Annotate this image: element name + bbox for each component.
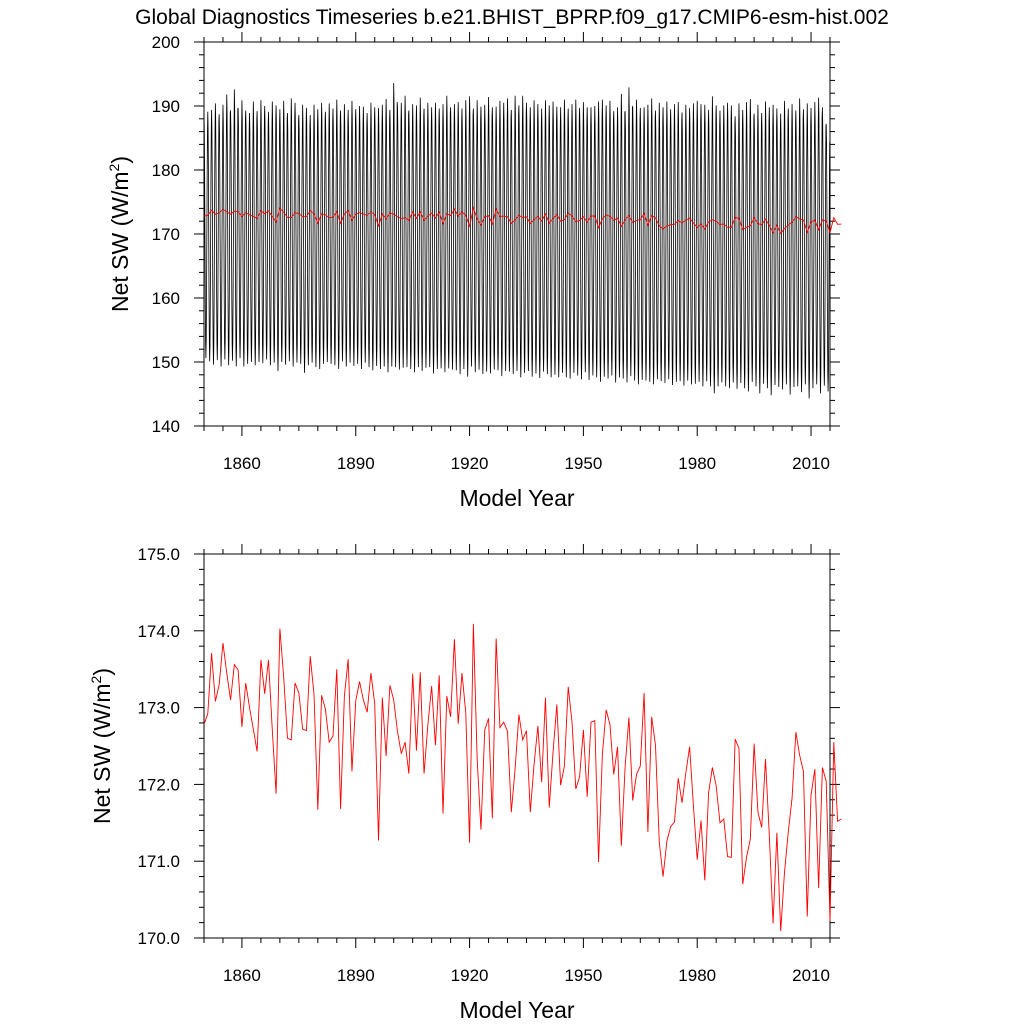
y-axis-label: Net SW (W/m2)	[88, 668, 115, 824]
chart-panel-1: 1860 1890 1920 1950 1980 2010 140 150 160 170 180 1…	[106, 32, 842, 511]
figure-title: Global Diagnostics Timeseries b.e21.BHIS…	[135, 6, 889, 29]
y-tick-label: 150	[152, 353, 180, 372]
x-tick-label: 1950	[564, 966, 602, 985]
y-axis-label-text: Net SW (W/m	[107, 171, 133, 312]
x-tick-label: 1890	[337, 454, 375, 473]
series-annual-overlay-line	[203, 206, 842, 235]
y-tick-label: 160	[152, 289, 180, 308]
chart-panel-2: 1860 1890 1920 1950 1980 2010 170.0 171.0 172.0 1…	[88, 544, 842, 1023]
x-tick-label: 2010	[792, 454, 830, 473]
y-tick-label: 190	[152, 97, 180, 116]
y-axis-label-text: Net SW (W/m	[89, 683, 115, 824]
x-tick-label: 1980	[678, 454, 716, 473]
y-axis-label-close: )	[107, 156, 133, 164]
plot-frame	[203, 553, 831, 939]
y-tick-label: 180	[152, 161, 180, 180]
y-tick-label: 175.0	[137, 545, 180, 564]
y-axis-label: Net SW (W/m2)	[106, 156, 133, 312]
y-tick-label: 172.0	[137, 775, 180, 794]
y-tick-label: 170.0	[137, 929, 180, 948]
x-axis-label: Model Year	[459, 485, 574, 511]
series-monthly-line	[203, 82, 831, 399]
x-tick-label: 2010	[792, 966, 830, 985]
x-tick-label: 1860	[223, 966, 261, 985]
y-tick-label: 174.0	[137, 622, 180, 641]
x-tick-label: 1860	[223, 454, 261, 473]
x-tick-label: 1920	[451, 966, 489, 985]
y-axis-label-superscript: 2	[106, 163, 122, 171]
series-annual-line	[203, 623, 842, 932]
y-tick-label: 170	[152, 225, 180, 244]
x-tick-label: 1980	[678, 966, 716, 985]
x-tick-label: 1890	[337, 966, 375, 985]
y-tick-label: 173.0	[137, 699, 180, 718]
x-tick-label: 1920	[451, 454, 489, 473]
x-axis-label: Model Year	[459, 997, 574, 1023]
y-tick-label: 140	[152, 417, 180, 436]
y-tick-label: 200	[152, 33, 180, 52]
y-tick-label: 171.0	[137, 852, 180, 871]
y-axis-label-superscript: 2	[88, 675, 104, 683]
y-axis-label-close: )	[89, 668, 115, 676]
x-tick-label: 1950	[564, 454, 602, 473]
